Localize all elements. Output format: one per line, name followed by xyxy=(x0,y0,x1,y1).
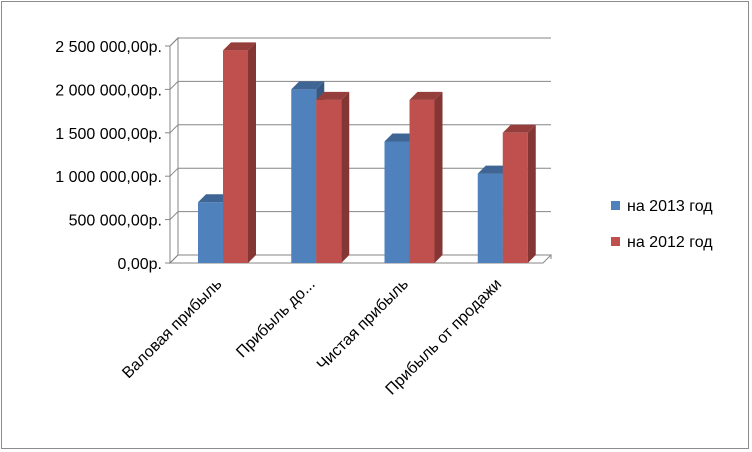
bar-side xyxy=(248,42,256,264)
bar-top xyxy=(223,42,256,51)
bar-top xyxy=(198,194,231,203)
bar-top xyxy=(409,91,443,100)
legend: на 2013 год на 2012 год xyxy=(611,198,713,251)
bar-front xyxy=(384,141,410,263)
bar xyxy=(502,124,536,263)
legend-swatch xyxy=(611,237,620,246)
x-category-label: Чистая прибыль xyxy=(314,276,412,374)
y-tick-label: 1 000 000,00р. xyxy=(55,169,162,186)
bar-front xyxy=(477,173,503,263)
bar-top xyxy=(291,81,325,90)
y-tick-label: 1 500 000,00р. xyxy=(55,126,162,143)
legend-swatch xyxy=(611,201,620,210)
bar-side xyxy=(341,91,350,263)
legend-item: на 2013 год xyxy=(611,198,713,215)
bar-top xyxy=(477,165,511,174)
side-wall xyxy=(169,36,179,265)
legend-item: на 2012 год xyxy=(611,234,713,251)
bar-front xyxy=(291,89,317,264)
x-category-label: Прибыль до... xyxy=(233,276,318,361)
gridline-diag xyxy=(169,81,179,90)
gridline-diag xyxy=(169,37,179,47)
bar-top xyxy=(502,124,536,133)
bar xyxy=(316,91,350,263)
bar-top xyxy=(316,91,350,100)
bars xyxy=(198,42,536,264)
y-tick-label: 2 000 000,00р. xyxy=(55,82,162,99)
bar xyxy=(223,42,256,264)
gridline-diag xyxy=(169,167,179,177)
bar xyxy=(409,91,443,263)
bar-front xyxy=(223,50,248,264)
x-axis-categories: Валовая прибыль Прибыль до...Чистая прибы… xyxy=(119,276,505,399)
y-axis-ticks: 0,00р. 500 000,00р. 1 000 000,00р. 1 500 00… xyxy=(55,39,162,273)
gridline-diag xyxy=(169,211,179,220)
chart-walls xyxy=(168,36,553,265)
bar-front xyxy=(316,99,342,263)
gridline-diag xyxy=(169,254,179,264)
legend-label: на 2013 год xyxy=(627,198,713,215)
x-category-label: Валовая прибыль xyxy=(119,276,225,382)
gridline-diag xyxy=(169,124,179,134)
bar-front xyxy=(198,202,223,263)
bar-side xyxy=(434,91,443,263)
legend-label: на 2012 год xyxy=(627,234,713,251)
bar-front xyxy=(502,132,528,263)
y-tick-label: 500 000,00р. xyxy=(69,213,162,230)
bar-front xyxy=(409,99,435,263)
y-tick-label: 2 500 000,00р. xyxy=(55,39,162,56)
bar-side xyxy=(527,124,536,263)
y-tick-label: 0,00р. xyxy=(118,256,162,273)
bar-top xyxy=(384,133,418,142)
